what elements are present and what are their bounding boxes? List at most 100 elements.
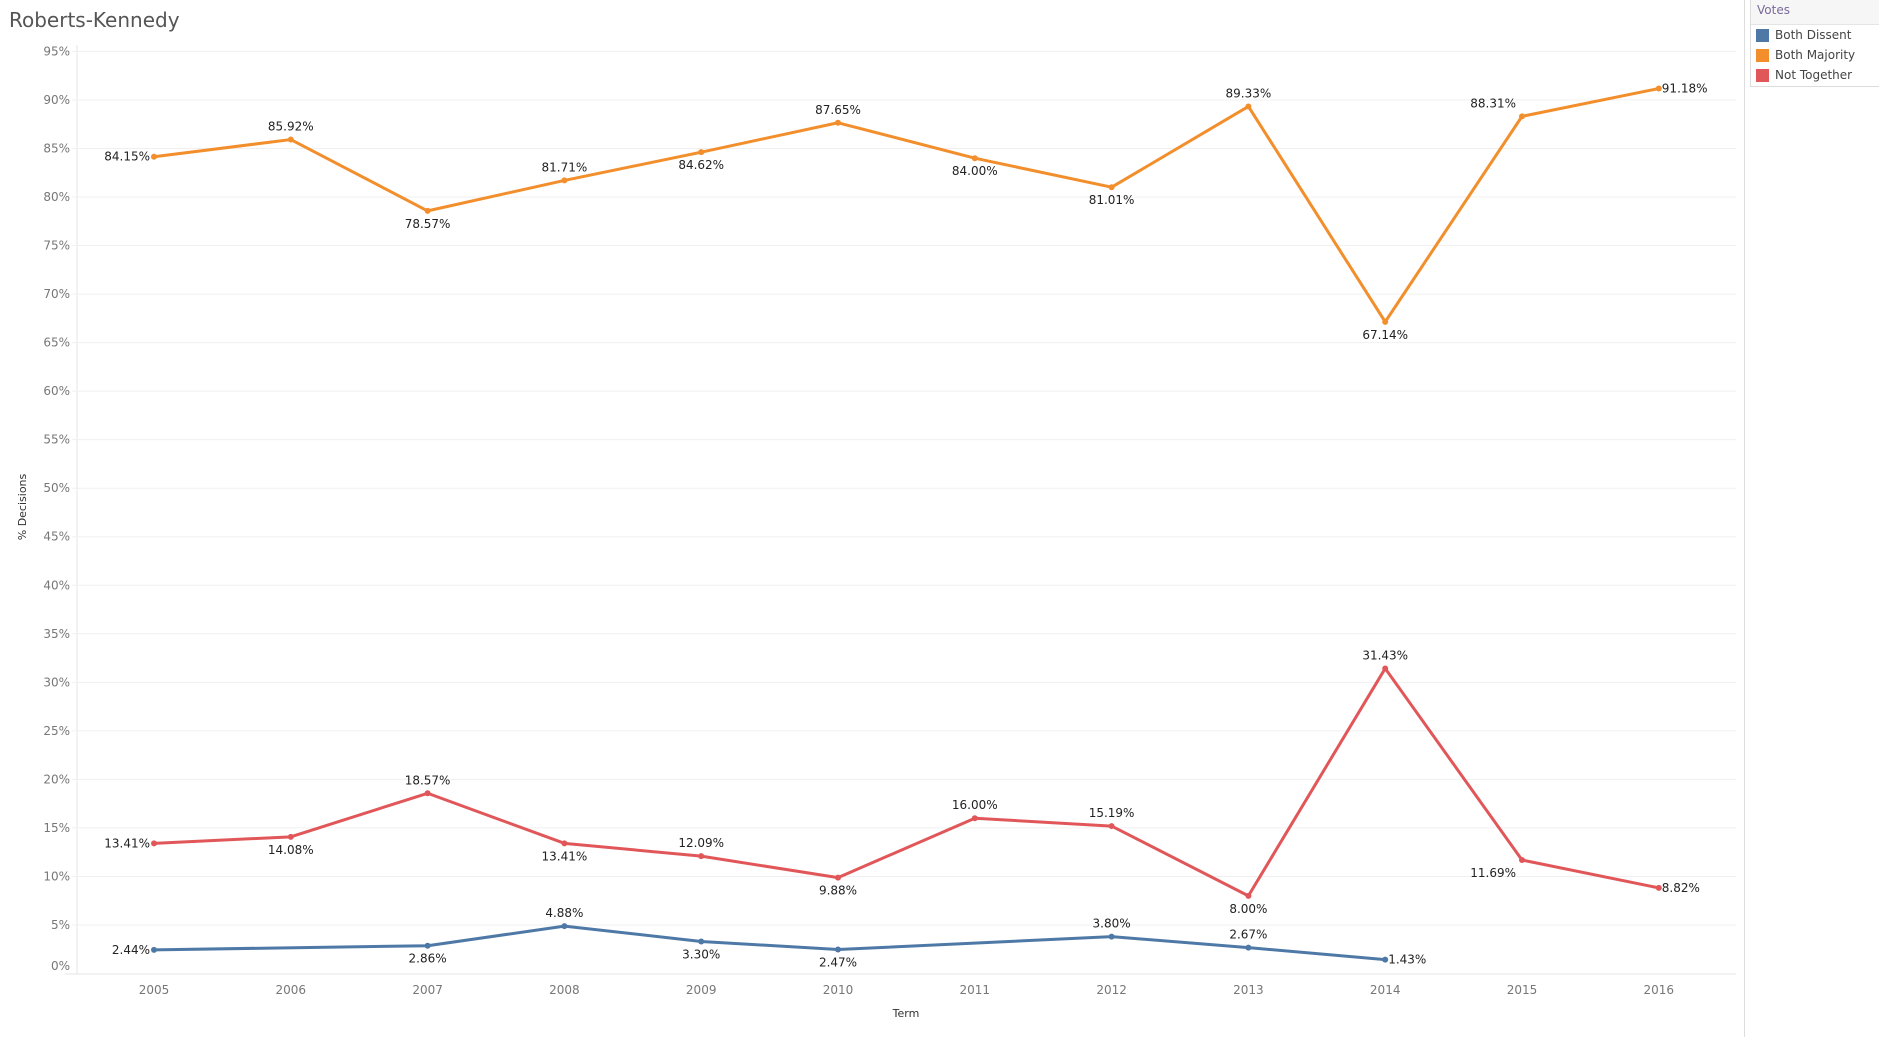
y-tick-label: 85% — [43, 141, 70, 155]
data-label-not-together: 18.57% — [405, 773, 451, 787]
y-tick-label: 95% — [43, 44, 70, 58]
data-point-both-majority — [424, 207, 431, 214]
y-tick-label: 20% — [43, 772, 70, 786]
x-tick-label: 2008 — [549, 983, 580, 997]
x-tick-label: 2009 — [686, 983, 717, 997]
data-point-both-majority — [835, 119, 841, 126]
data-label-not-together: 12.09% — [678, 836, 724, 850]
data-point-both-dissent — [1108, 933, 1115, 940]
legend-title: Votes — [1751, 0, 1879, 25]
y-tick-label: 15% — [43, 821, 70, 835]
pane-divider — [1744, 0, 1745, 1037]
data-label-both-dissent: 2.86% — [409, 952, 447, 966]
data-label-not-together: 11.69% — [1470, 866, 1516, 880]
data-point-not-together — [1245, 892, 1252, 899]
legend-item[interactable]: Both Majority — [1751, 45, 1879, 65]
data-label-not-together: 15.19% — [1089, 806, 1135, 820]
data-label-both-dissent: 3.30% — [682, 947, 720, 961]
y-axis-ticks: 0% 5% 10% 15% 20% 25% 30% 35% 40% 45% 50% 55% 60% 65%… — [43, 44, 70, 973]
x-tick-label: 2006 — [276, 983, 307, 997]
y-tick-label: 65% — [43, 336, 70, 350]
data-point-both-dissent — [698, 938, 705, 945]
legend-swatch — [1756, 48, 1769, 62]
data-label-both-majority: 84.15% — [104, 150, 150, 164]
data-point-both-majority — [151, 153, 157, 160]
data-label-both-majority: 88.31% — [1470, 96, 1516, 110]
data-label-both-majority: 67.14% — [1362, 328, 1408, 342]
data-label-both-majority: 78.57% — [405, 217, 451, 231]
x-tick-label: 2005 — [139, 983, 170, 997]
y-tick-label: 5% — [51, 918, 70, 932]
y-tick-label: 70% — [43, 287, 70, 301]
y-tick-label: 25% — [43, 724, 70, 738]
data-label-both-majority: 91.18% — [1662, 82, 1708, 96]
chart-title: Roberts-Kennedy — [9, 8, 180, 32]
data-point-both-dissent — [1382, 956, 1389, 963]
data-point-not-together — [151, 840, 157, 847]
legend-item[interactable]: Both Dissent — [1751, 25, 1879, 45]
legend-label: Not Together — [1775, 68, 1853, 82]
x-tick-label: 2007 — [412, 983, 443, 997]
y-tick-label: 55% — [43, 433, 70, 447]
x-tick-label: 2015 — [1507, 983, 1538, 997]
legend-swatch — [1756, 28, 1769, 42]
data-label-both-dissent: 2.44% — [112, 943, 150, 957]
data-label-both-majority: 85.92% — [268, 120, 314, 134]
y-tick-label: 40% — [43, 578, 70, 592]
y-tick-label: 0% — [51, 959, 70, 973]
data-label-not-together: 8.82% — [1662, 881, 1700, 895]
data-label-both-majority: 84.62% — [678, 158, 724, 172]
y-tick-label: 10% — [43, 869, 70, 883]
data-point-both-majority — [1655, 85, 1662, 92]
data-label-not-together: 16.00% — [952, 798, 998, 812]
x-tick-label: 2016 — [1644, 983, 1675, 997]
data-label-both-dissent: 3.80% — [1093, 917, 1131, 931]
y-tick-label: 50% — [43, 481, 70, 495]
data-label-both-dissent: 2.67% — [1229, 928, 1267, 942]
legend: Votes Both Dissent Both Majority Not Toget… — [1750, 0, 1879, 87]
x-tick-label: 2013 — [1233, 983, 1264, 997]
data-point-not-together — [835, 874, 841, 881]
y-tick-label: 90% — [43, 93, 70, 107]
y-tick-label: 60% — [43, 384, 70, 398]
data-point-both-majority — [287, 136, 294, 143]
x-tick-label: 2010 — [823, 983, 854, 997]
gridlines — [65, 45, 1736, 975]
series-lines — [151, 85, 1662, 963]
data-label-not-together: 13.41% — [104, 836, 150, 850]
y-tick-label: 80% — [43, 190, 70, 204]
data-point-both-dissent — [424, 942, 431, 949]
data-point-not-together — [1108, 823, 1115, 830]
data-label-not-together: 14.08% — [268, 843, 314, 857]
data-label-both-dissent: 4.88% — [545, 906, 583, 920]
x-axis-label: Term — [892, 1007, 920, 1020]
legend-item[interactable]: Not Together — [1751, 65, 1879, 85]
data-label-both-majority: 81.01% — [1089, 193, 1135, 207]
data-point-both-majority — [1519, 113, 1525, 120]
data-point-both-dissent — [835, 946, 841, 953]
data-point-not-together — [698, 853, 705, 860]
series-line-both-majority — [153, 87, 1660, 324]
data-point-not-together — [1519, 857, 1525, 864]
x-tick-label: 2011 — [960, 983, 991, 997]
data-point-both-majority — [1108, 184, 1115, 191]
series-line-both-dissent — [153, 924, 1386, 962]
data-label-not-together: 9.88% — [819, 884, 857, 898]
y-tick-label: 35% — [43, 627, 70, 641]
y-tick-label: 75% — [43, 239, 70, 253]
data-point-not-together — [971, 815, 978, 822]
x-tick-label: 2014 — [1370, 983, 1401, 997]
y-tick-label: 45% — [43, 530, 70, 544]
data-point-not-together — [561, 840, 568, 847]
data-label-both-dissent: 1.43% — [1388, 953, 1426, 967]
data-point-not-together — [1382, 665, 1389, 672]
data-label-not-together: 13.41% — [542, 849, 588, 863]
data-point-both-majority — [1382, 318, 1389, 325]
data-point-both-dissent — [151, 946, 157, 953]
y-axis-label: % Decisions — [16, 473, 29, 540]
y-tick-label: 30% — [43, 675, 70, 689]
data-point-both-dissent — [561, 923, 568, 930]
legend-swatch — [1756, 68, 1769, 82]
data-label-both-majority: 87.65% — [815, 103, 861, 117]
data-point-not-together — [287, 833, 294, 840]
